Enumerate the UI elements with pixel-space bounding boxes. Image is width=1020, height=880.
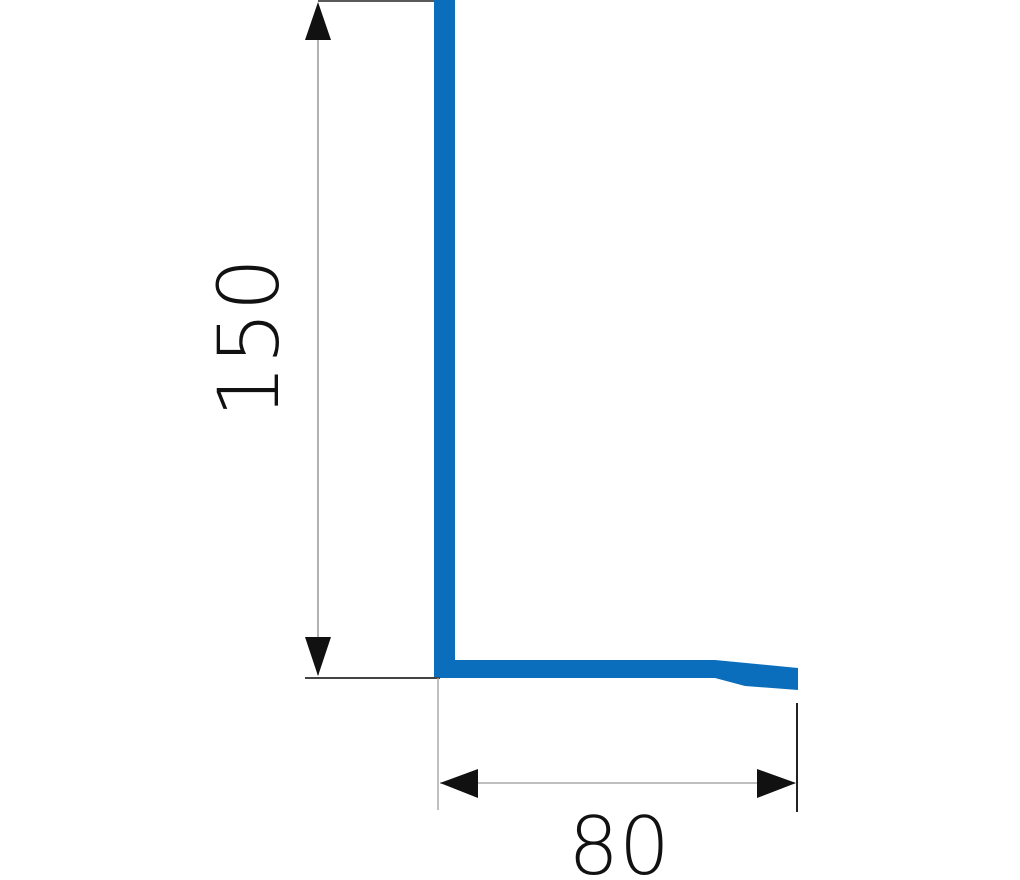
profile-vertical-leg: [434, 0, 455, 678]
width-label: 80: [568, 800, 670, 880]
height-dimension: 150: [200, 0, 440, 679]
arrow-down-icon: [305, 637, 331, 676]
width-dimension: 80: [437, 678, 798, 880]
profile-horizontal-leg: [434, 660, 798, 690]
arrow-left-icon: [440, 769, 478, 798]
arrow-right-icon: [757, 769, 796, 798]
height-label: 150: [200, 258, 298, 418]
arrow-up-icon: [305, 2, 331, 40]
l-profile-shape: [434, 0, 798, 690]
